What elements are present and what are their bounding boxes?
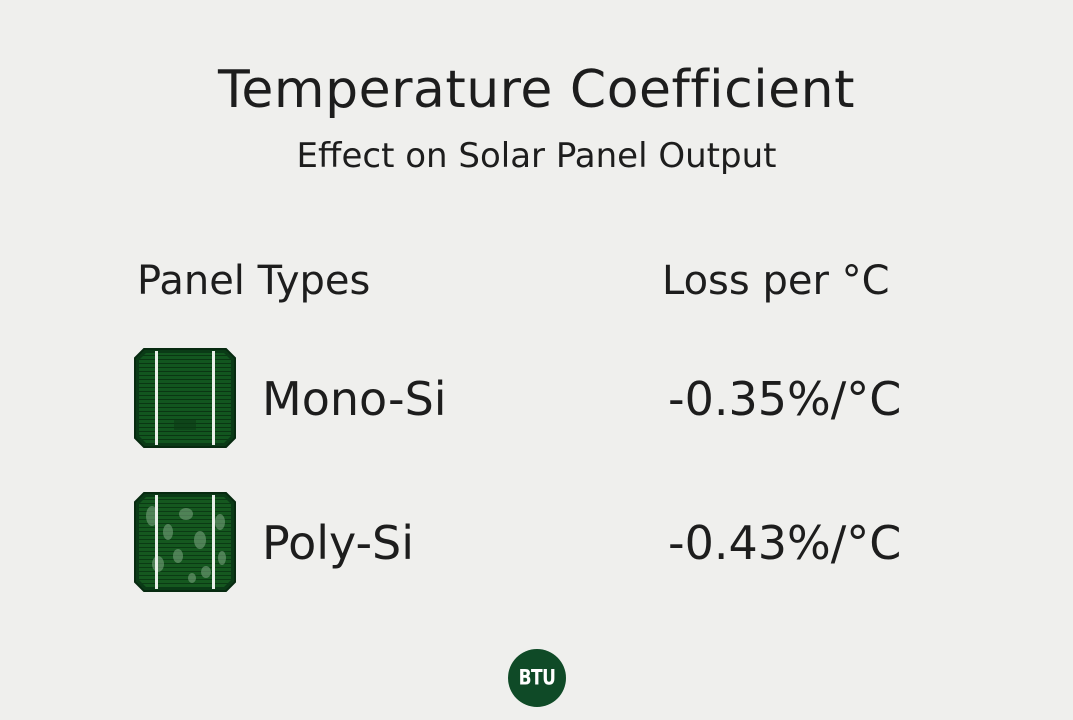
loss-value: -0.35%/°C [668, 372, 902, 426]
panel-type-name: Poly-Si [262, 516, 415, 570]
table-row: Mono-Si -0.35%/°C [0, 348, 1073, 448]
loss-value: -0.43%/°C [668, 516, 902, 570]
panel-type-name: Mono-Si [262, 372, 447, 426]
mono-si-cell-icon [134, 348, 236, 448]
page-title: Temperature Coefficient [218, 60, 855, 120]
btu-logo-text: BTU [518, 665, 556, 691]
table-row: Poly-Si -0.43%/°C [0, 492, 1073, 592]
btu-logo: BTU [508, 649, 566, 707]
column-header-loss-per-degree: Loss per °C [662, 258, 890, 304]
column-header-panel-types: Panel Types [137, 258, 371, 304]
page-subtitle: Effect on Solar Panel Output [296, 136, 777, 176]
poly-si-cell-icon [134, 492, 236, 592]
